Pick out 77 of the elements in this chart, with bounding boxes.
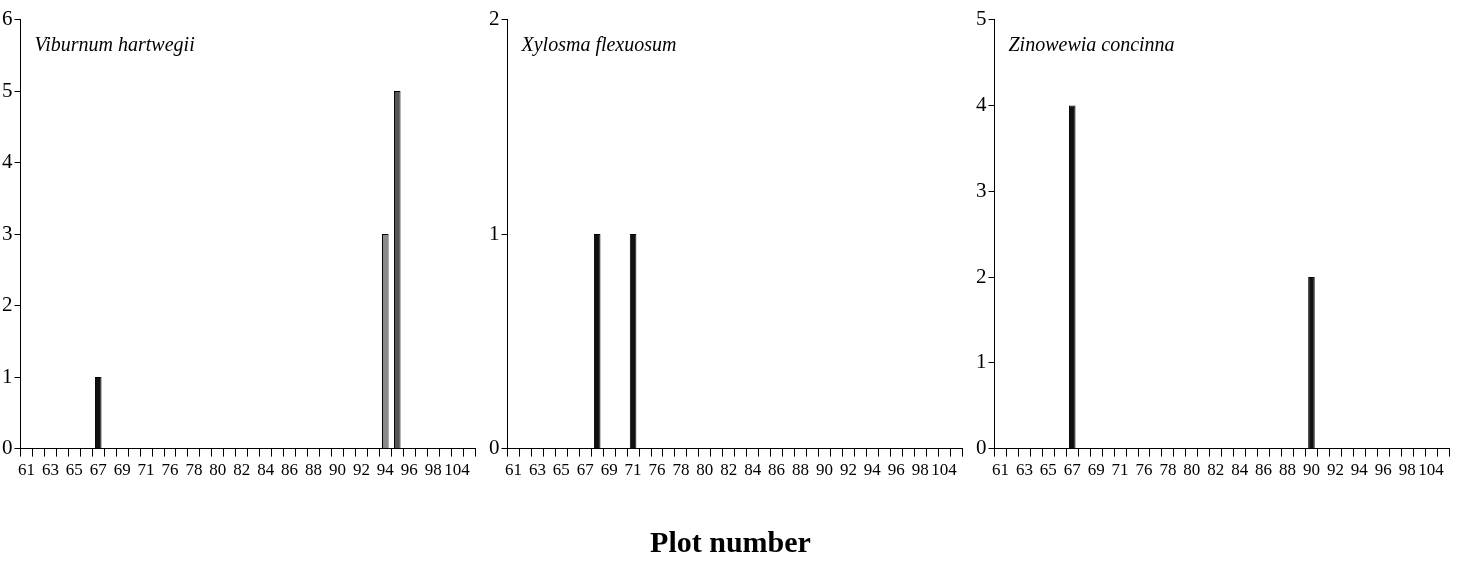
x-tick-label: 82 <box>720 460 738 480</box>
x-tick-label: 65 <box>65 460 83 480</box>
x-tick-label: 84 <box>257 460 275 480</box>
x-tick-label: 61 <box>991 460 1009 480</box>
x-tick-label: 63 <box>528 460 546 480</box>
x-tick-label: 63 <box>41 460 59 480</box>
x-tick-label: 82 <box>1207 460 1225 480</box>
x-tick-label: 61 <box>17 460 35 480</box>
x-axis-title: Plot number <box>649 525 812 559</box>
x-tick-label: 71 <box>137 460 155 480</box>
x-tick-label: 69 <box>1087 460 1105 480</box>
y-tick-label: 1 <box>976 349 987 374</box>
x-tick-label: 98 <box>1398 460 1416 480</box>
y-tick-label: 0 <box>2 435 13 460</box>
x-tick-label: 78 <box>672 460 690 480</box>
x-tick-label: 63 <box>1015 460 1033 480</box>
x-tick-label: 67 <box>89 460 108 480</box>
x-tick-label: 98 <box>911 460 929 480</box>
x-tick-label: 98 <box>424 460 442 480</box>
x-tick-label: 82 <box>233 460 251 480</box>
x-tick-label: 104 <box>1418 460 1445 480</box>
x-tick-label: 67 <box>1063 460 1082 480</box>
x-tick-label: 67 <box>576 460 595 480</box>
text: Xylosma flexuosum <box>520 32 677 56</box>
y-tick-label: 1 <box>2 363 13 388</box>
x-tick-label: 80 <box>1183 460 1201 480</box>
y-tick-label: 5 <box>2 77 13 102</box>
x-tick-label: 84 <box>1231 460 1249 480</box>
x-tick-label: 76 <box>648 460 666 480</box>
y-tick-label: 2 <box>2 292 13 317</box>
x-tick-label: 96 <box>887 460 905 480</box>
x-tick-label: 78 <box>185 460 203 480</box>
x-tick-label: 104 <box>931 460 958 480</box>
x-tick-label: 69 <box>113 460 131 480</box>
y-tick-label: 0 <box>976 435 987 460</box>
x-tick-label: 92 <box>352 460 370 480</box>
x-tick-label: 80 <box>209 460 227 480</box>
y-tick-label: 5 <box>976 6 987 31</box>
y-tick-label: 3 <box>2 220 13 245</box>
x-tick-label: 92 <box>1326 460 1344 480</box>
y-tick-label: 0 <box>489 435 500 460</box>
x-tick-label: 76 <box>1135 460 1153 480</box>
x-tick-label: 71 <box>624 460 642 480</box>
y-tick-label: 6 <box>2 6 13 31</box>
x-tick-label: 90 <box>1302 460 1320 480</box>
y-tick-label: 3 <box>976 177 987 202</box>
y-tick-label: 4 <box>976 91 987 116</box>
x-tick-label: 86 <box>281 460 299 480</box>
x-tick-label: 88 <box>1279 460 1297 480</box>
x-tick-label: 71 <box>1111 460 1129 480</box>
x-tick-label: 84 <box>744 460 762 480</box>
x-tick-label: 92 <box>839 460 857 480</box>
y-tick-label: 1 <box>489 220 500 245</box>
x-tick-label: 104 <box>444 460 471 480</box>
x-tick-label: 86 <box>768 460 786 480</box>
x-tick-label: 96 <box>1374 460 1392 480</box>
x-tick-label: 65 <box>552 460 570 480</box>
text: Zinowewia concinna <box>1008 32 1175 55</box>
x-tick-label: 94 <box>376 460 395 480</box>
x-tick-label: 94 <box>1350 460 1369 480</box>
x-tick-label: 88 <box>305 460 323 480</box>
text: Viburnum hartwegii <box>34 32 195 56</box>
x-tick-label: 94 <box>863 460 882 480</box>
x-tick-label: 96 <box>400 460 418 480</box>
x-tick-label: 61 <box>504 460 522 480</box>
x-tick-label: 80 <box>696 460 714 480</box>
x-tick-label: 90 <box>815 460 833 480</box>
x-tick-label: 78 <box>1159 460 1177 480</box>
x-tick-label: 90 <box>328 460 346 480</box>
y-tick-label: 2 <box>489 6 500 31</box>
y-tick-label: 2 <box>976 263 987 288</box>
y-tick-label: 4 <box>2 149 13 174</box>
x-tick-label: 88 <box>792 460 810 480</box>
x-tick-label: 69 <box>600 460 618 480</box>
x-tick-label: 86 <box>1255 460 1273 480</box>
x-tick-label: 76 <box>161 460 179 480</box>
x-tick-label: 65 <box>1039 460 1057 480</box>
